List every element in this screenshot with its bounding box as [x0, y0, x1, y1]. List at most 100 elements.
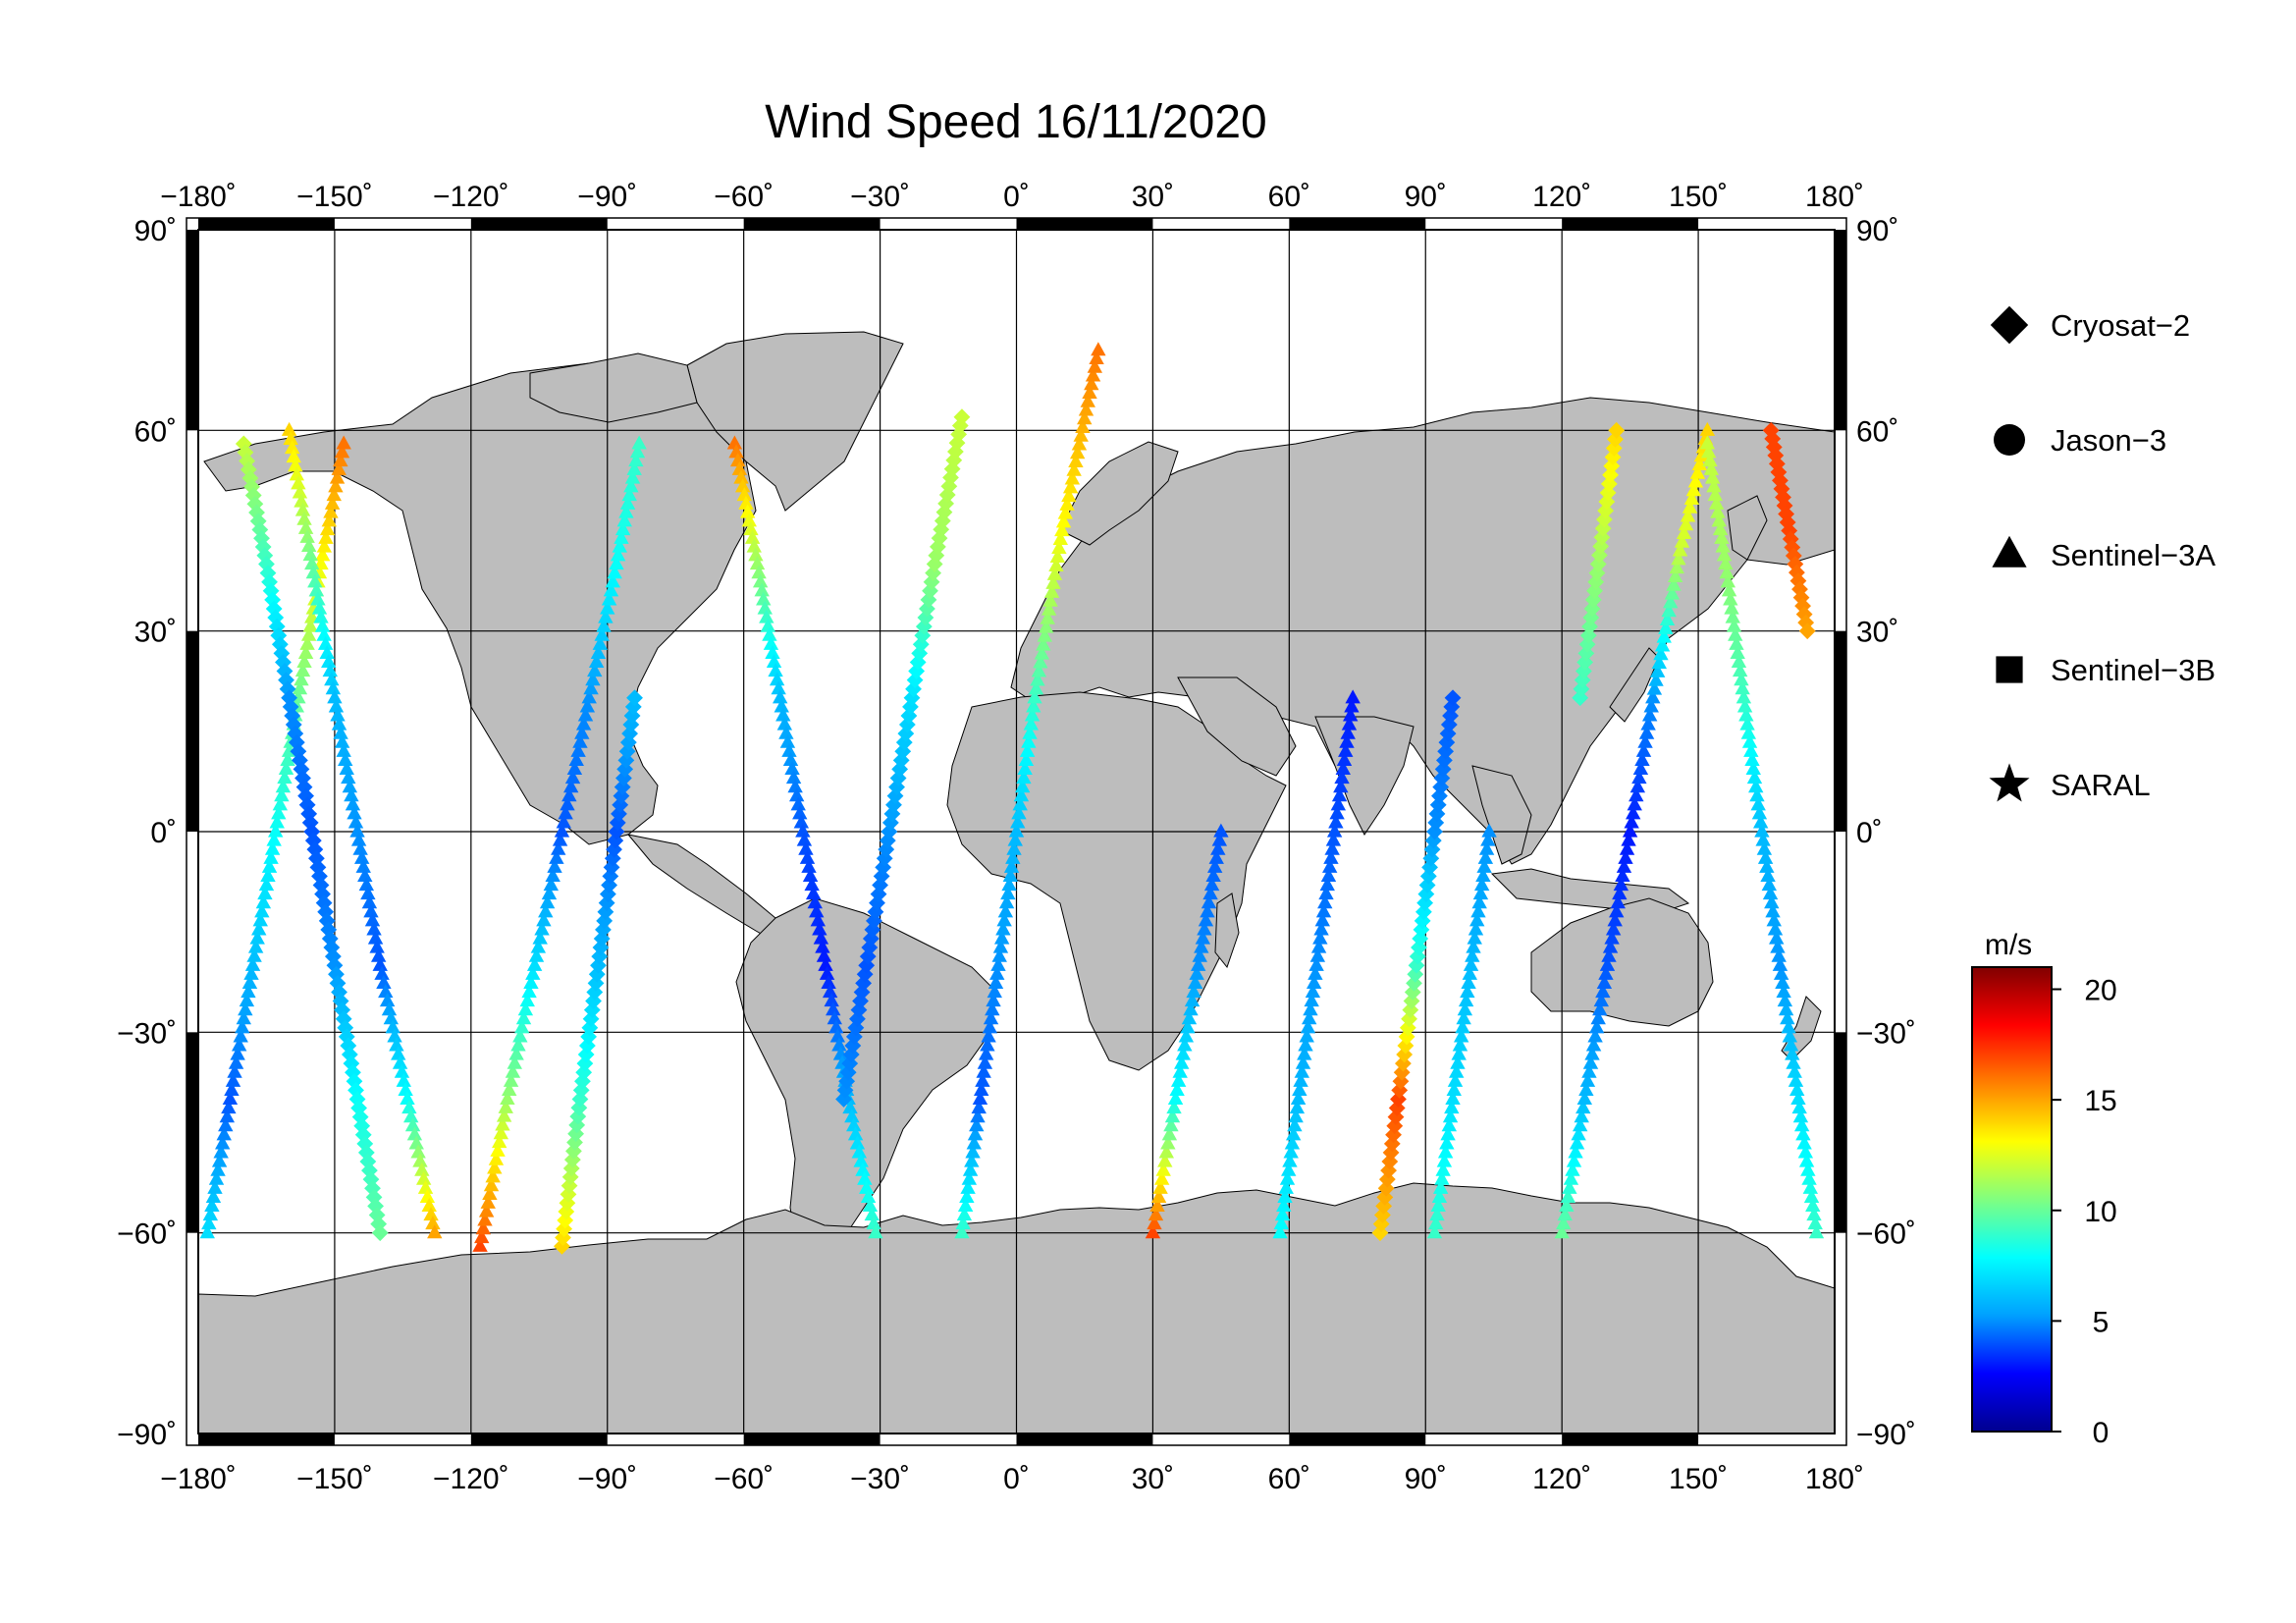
- wind-speed-point: [989, 965, 1005, 980]
- wind-speed-point: [336, 742, 351, 757]
- legend-label: Sentinel−3A: [2051, 538, 2216, 572]
- wind-speed-point: [1787, 1063, 1802, 1078]
- wind-speed-point: [492, 1134, 507, 1149]
- longitude-tick-label: 30˚: [1132, 1463, 1174, 1495]
- wind-speed-point: [314, 547, 331, 562]
- wind-speed-point: [1749, 787, 1765, 802]
- wind-speed-point: [1621, 832, 1636, 846]
- wind-speed-point: [334, 444, 350, 459]
- wind-speed-point: [1788, 1072, 1804, 1087]
- wind-speed-point: [1601, 947, 1617, 962]
- wind-speed-point: [1751, 805, 1768, 820]
- wind-speed-point: [559, 1194, 576, 1212]
- land-arabia: [1177, 676, 1297, 777]
- wind-speed-point: [827, 1010, 842, 1025]
- wind-speed-point: [781, 742, 797, 757]
- wind-speed-point: [966, 1135, 982, 1150]
- wind-speed-point: [404, 1117, 421, 1132]
- wind-speed-point: [1310, 939, 1327, 953]
- wind-speed-point: [1007, 832, 1023, 846]
- latitude-tick-label: −60˚: [1856, 1218, 1916, 1251]
- wind-speed-point: [528, 947, 545, 962]
- wind-speed-point: [1326, 823, 1343, 838]
- wind-speed-point: [1371, 1224, 1389, 1242]
- wind-speed-point: [210, 1162, 226, 1176]
- wind-speed-point: [318, 529, 334, 544]
- wind-speed-point: [299, 635, 315, 650]
- wind-speed-point: [1757, 849, 1774, 864]
- land-southeast-asia: [1471, 765, 1532, 865]
- wind-speed-point: [1715, 538, 1731, 553]
- wind-speed-point: [415, 1170, 432, 1185]
- wind-speed-point: [381, 1001, 398, 1016]
- wind-speed-point: [304, 556, 320, 570]
- wind-speed-point: [763, 635, 779, 650]
- wind-speed-point: [1160, 1135, 1176, 1150]
- wind-speed-point: [1714, 529, 1730, 544]
- map-area: −180˚ −180˚ −150˚ −150˚ −120˚ −120˚ −90˚ −90˚ −6…: [117, 181, 1916, 1495]
- wind-speed-point: [227, 1063, 242, 1078]
- wind-speed-point: [1477, 849, 1494, 864]
- wind-speed-point: [477, 1212, 493, 1226]
- map-border-ticks: [186, 217, 1847, 1446]
- land-south-america: [735, 897, 997, 1272]
- wind-speed-point: [849, 1135, 866, 1150]
- wind-speed-point: [998, 894, 1015, 909]
- wind-speed-point: [1303, 1001, 1318, 1016]
- wind-speed-point: [1008, 823, 1025, 838]
- latitude-tick-label: −30˚: [1856, 1017, 1916, 1050]
- wind-speed-point: [341, 1046, 358, 1063]
- wind-speed-point: [1732, 663, 1748, 677]
- wind-speed-point: [1770, 463, 1788, 481]
- wind-speed-point: [776, 716, 793, 730]
- wind-speed-point: [1643, 698, 1659, 713]
- wind-speed-point: [258, 877, 275, 892]
- wind-speed-point: [569, 1108, 587, 1125]
- wind-speed-point: [1624, 814, 1639, 829]
- wind-speed-point: [738, 495, 754, 510]
- wind-speed-point: [1396, 1046, 1414, 1063]
- wind-speed-point: [600, 600, 615, 615]
- wind-speed-point: [247, 939, 264, 953]
- wind-speed-point: [1578, 1081, 1594, 1096]
- wind-speed-point: [1061, 488, 1077, 503]
- wind-speed-point: [1776, 497, 1793, 514]
- wind-speed-point: [1031, 663, 1047, 677]
- wind-speed-point: [1627, 796, 1642, 811]
- wind-speed-point: [1700, 444, 1717, 459]
- wind-speed-point: [801, 858, 817, 873]
- wind-speed-point: [1638, 725, 1655, 739]
- wind-speed-point: [1195, 930, 1211, 945]
- wind-speed-point: [1084, 376, 1099, 391]
- wind-speed-point: [759, 609, 774, 623]
- wind-speed-point: [1390, 1091, 1407, 1108]
- wind-speed-point: [1150, 1188, 1167, 1203]
- wind-speed-point: [768, 663, 783, 677]
- frame-band: [743, 218, 881, 230]
- wind-speed-point: [294, 672, 309, 686]
- longitude-tick-label: −90˚: [577, 1463, 637, 1495]
- wind-speed-point: [829, 1028, 846, 1043]
- wind-speed-point: [333, 725, 348, 739]
- wind-speed-point: [1602, 939, 1619, 953]
- wind-speed-point: [1385, 1126, 1402, 1144]
- wind-speed-point: [1281, 1162, 1297, 1176]
- wind-speed-point: [1087, 358, 1103, 373]
- wind-speed-point: [326, 487, 342, 502]
- wind-speed-point: [804, 877, 820, 892]
- wind-speed-point: [1071, 436, 1088, 451]
- wind-speed-point: [1426, 823, 1443, 840]
- wind-speed-point: [347, 805, 362, 820]
- wind-speed-point: [246, 947, 262, 962]
- wind-speed-point: [1693, 448, 1710, 462]
- wind-speed-point: [1663, 594, 1679, 609]
- wind-speed-point: [1461, 974, 1476, 989]
- wind-speed-point: [549, 849, 564, 864]
- wind-speed-point: [558, 1203, 575, 1220]
- wind-speed-point: [1302, 1010, 1317, 1025]
- wind-speed-point: [221, 1100, 237, 1114]
- wind-speed-point: [568, 751, 584, 766]
- wind-speed-point: [488, 1151, 505, 1165]
- wind-speed-point: [324, 495, 341, 510]
- wind-speed-point: [1462, 965, 1478, 980]
